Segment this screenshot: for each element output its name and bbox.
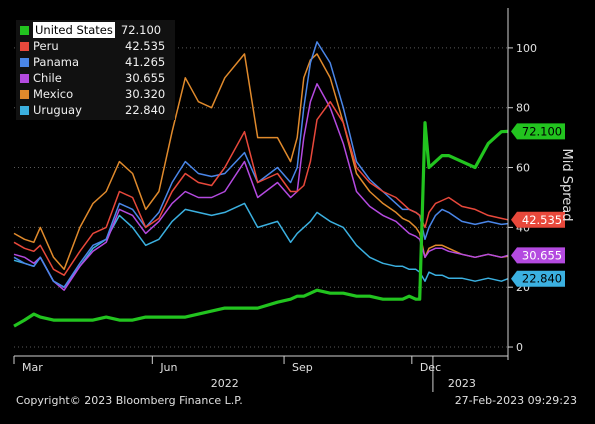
y-tick-label: 60 [516, 162, 530, 175]
legend-swatch [20, 41, 29, 51]
y-tick-label: 80 [516, 102, 530, 115]
value-badge-label: 72.100 [522, 124, 562, 138]
x-tick-label: Dec [420, 361, 441, 374]
legend-name: Uruguay [33, 103, 82, 117]
legend-name: United States [33, 22, 115, 38]
value-badge [511, 270, 565, 287]
legend-swatch [20, 25, 29, 35]
y-tick-label: 100 [516, 42, 537, 55]
value-badge-label: 30.655 [522, 248, 562, 262]
copyright: Copyright© 2023 Bloomberg Finance L.P. [16, 394, 243, 407]
value-badge [511, 211, 565, 228]
x-tick-label: Mar [22, 361, 43, 374]
series-line-mexico [13, 53, 509, 271]
legend-item: Uruguay 22.840 [20, 102, 171, 118]
legend-swatch [20, 105, 29, 115]
y-tick-label: 0 [516, 341, 523, 354]
value-badges: 72.100 42.535 30.655 22.840 [511, 123, 565, 287]
legend: United States 72.100 Peru 42.535 Panama 41.26… [16, 20, 175, 120]
legend-item: Panama 41.265 [20, 54, 171, 70]
series-line-united-states [13, 121, 509, 328]
legend-value: 41.265 [125, 55, 166, 69]
series-line-chile [13, 83, 509, 291]
legend-item: Mexico 30.320 [20, 86, 171, 102]
series-lines [13, 41, 509, 328]
legend-value: 72.100 [120, 23, 162, 37]
y-axis-label: Mid Spread [559, 149, 574, 222]
legend-name: Chile [33, 71, 62, 85]
legend-value: 22.840 [125, 103, 166, 117]
x-year-label: 2022 [211, 377, 239, 390]
x-year-label: 2023 [448, 377, 476, 390]
legend-swatch [20, 89, 29, 99]
legend-swatch [20, 73, 29, 83]
legend-name: Panama [33, 55, 80, 69]
value-badge [511, 123, 565, 140]
series-line-panama [13, 41, 509, 288]
legend-value: 42.535 [125, 39, 166, 53]
legend-name: Mexico [33, 87, 74, 101]
legend-item: United States 72.100 [20, 22, 171, 38]
x-tick-label: Jun [159, 361, 177, 374]
legend-value: 30.320 [125, 87, 166, 101]
timestamp: 27-Feb-2023 09:29:23 [454, 394, 577, 407]
legend-item: Peru 42.535 [20, 38, 171, 54]
series-line-peru [13, 100, 509, 276]
legend-name: Peru [33, 39, 59, 53]
legend-item: Chile 30.655 [20, 70, 171, 86]
legend-swatch [20, 57, 29, 67]
legend-value: 30.655 [125, 71, 166, 85]
series-line-uruguay [13, 202, 509, 288]
value-badge [511, 247, 565, 264]
value-badge-label: 22.840 [522, 272, 562, 286]
x-tick-label: Sep [292, 361, 313, 374]
x-axis: Mar Jun Sep Dec 2022 2023 [13, 355, 508, 392]
value-badge-label: 42.535 [522, 213, 562, 227]
